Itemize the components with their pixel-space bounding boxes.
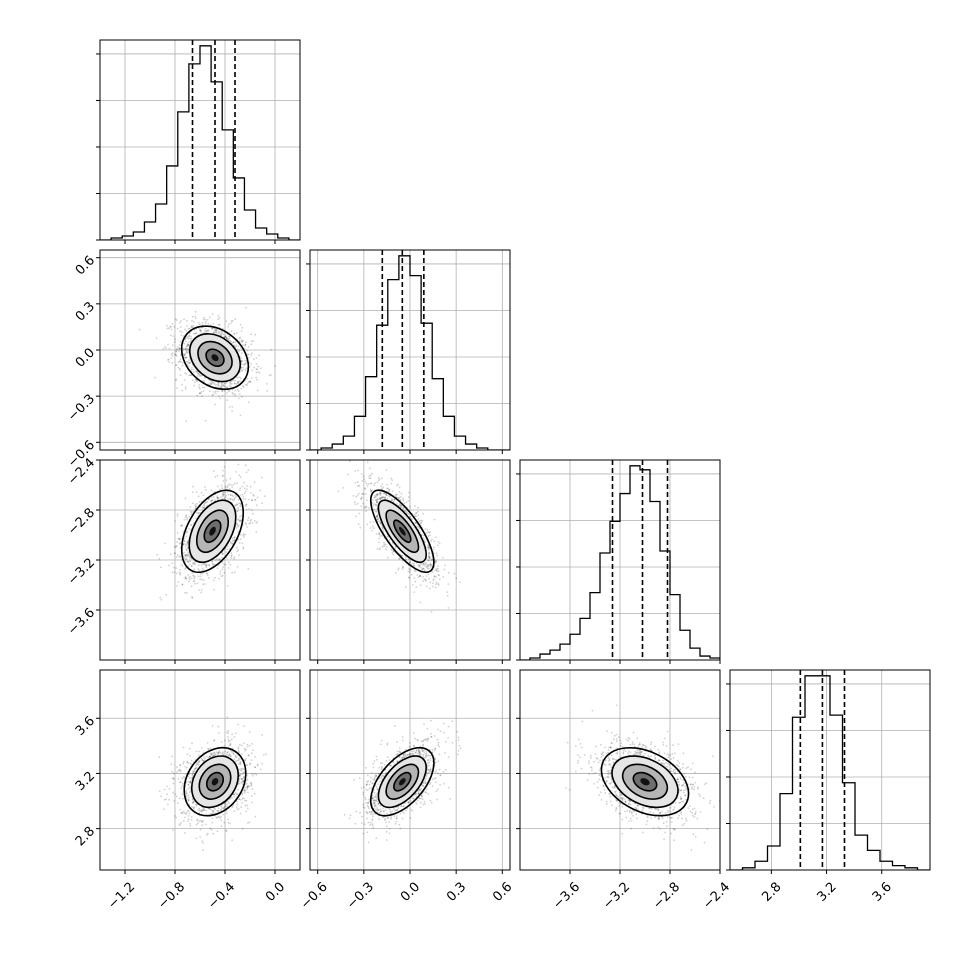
panel-frame xyxy=(729,669,931,871)
density-contour xyxy=(180,489,245,574)
x-tick-label: 0.0 xyxy=(263,880,288,905)
scatter-panel-2-0 xyxy=(96,459,301,664)
panel-frame xyxy=(519,459,721,661)
x-tick-label: −2.4 xyxy=(700,880,733,913)
x-tick-label: 0.6 xyxy=(490,880,515,905)
y-tick-label: 0.0 xyxy=(73,345,98,370)
x-tick-label: −3.2 xyxy=(600,880,633,913)
histogram-panel-2 xyxy=(516,459,721,664)
scatter-panel-3-1 xyxy=(306,669,511,874)
histogram-step-line xyxy=(310,255,510,450)
scatter-panel-1-0 xyxy=(96,249,301,454)
density-contour xyxy=(211,354,219,362)
x-tick-label: 0.0 xyxy=(398,880,423,905)
y-tick-label: 3.2 xyxy=(73,769,98,794)
panel-frame xyxy=(99,249,301,451)
scatter-panel-2-1 xyxy=(306,459,511,664)
x-tick-label: −0.4 xyxy=(205,880,238,913)
y-tick-label: −2.8 xyxy=(65,505,98,538)
y-tick-label: 0.6 xyxy=(73,253,98,278)
panel-frame xyxy=(309,669,511,871)
y-tick-label: 0.3 xyxy=(73,299,98,324)
density-contour xyxy=(640,778,650,786)
panel-frame xyxy=(99,669,301,871)
x-tick-label: 2.8 xyxy=(759,880,784,905)
y-tick-label: −3.2 xyxy=(65,555,98,588)
density-contour xyxy=(209,526,216,536)
x-tick-label: −0.6 xyxy=(298,880,331,913)
y-tick-label: 3.6 xyxy=(73,714,98,739)
panel-frame xyxy=(519,669,721,871)
histogram-panel-1 xyxy=(306,249,511,454)
x-tick-label: −0.8 xyxy=(155,880,188,913)
y-tick-label: −0.3 xyxy=(65,392,98,425)
x-tick-label: 3.6 xyxy=(870,880,895,905)
x-tick-label: 0.3 xyxy=(444,880,469,905)
y-tick-label: −3.6 xyxy=(65,605,98,638)
density-contour xyxy=(369,489,435,574)
x-tick-label: −3.6 xyxy=(550,880,583,913)
density-contour xyxy=(180,325,250,391)
scatter-panel-3-0 xyxy=(96,669,301,874)
panel-frame xyxy=(99,39,301,241)
histogram-panel-0 xyxy=(96,39,301,244)
x-tick-label: 3.2 xyxy=(814,880,839,905)
histogram-step-line xyxy=(100,45,300,240)
y-tick-label: 2.8 xyxy=(73,824,98,849)
panel-frame xyxy=(309,459,511,661)
x-tick-label: −2.8 xyxy=(650,880,683,913)
density-contour xyxy=(398,526,406,536)
panel-frame xyxy=(309,249,511,451)
density-contour xyxy=(211,778,219,786)
panel-background xyxy=(100,40,300,240)
panel-frame xyxy=(99,459,301,661)
histogram-step-line xyxy=(730,675,930,870)
histogram-step-line xyxy=(520,465,720,660)
density-contour xyxy=(183,746,247,817)
density-contour xyxy=(600,746,690,817)
histogram-panel-3 xyxy=(726,669,931,874)
density-contour xyxy=(398,778,406,786)
density-contour xyxy=(369,746,435,817)
x-tick-label: −1.2 xyxy=(105,880,138,913)
scatter-panel-3-2 xyxy=(516,669,721,874)
x-tick-label: −0.3 xyxy=(344,880,377,913)
